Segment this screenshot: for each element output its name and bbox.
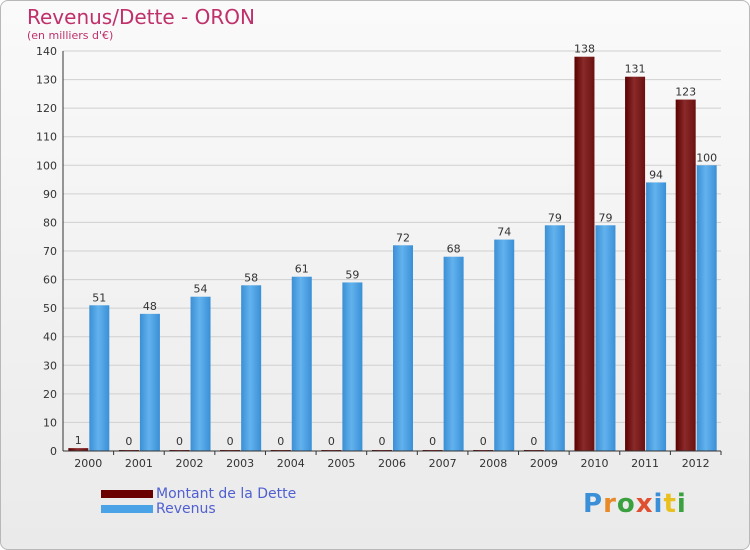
bar-revenus: [696, 165, 717, 452]
value-label-revenus: 58: [244, 271, 258, 284]
value-label-revenus: 100: [696, 151, 717, 164]
value-label-dette: 123: [675, 86, 696, 99]
value-label-revenus: 72: [396, 231, 410, 244]
logo-letter: t: [663, 489, 677, 519]
value-label-dette: 0: [480, 435, 487, 448]
bar-revenus: [494, 239, 515, 451]
bar-dette: [68, 448, 89, 451]
value-label-dette: 0: [429, 435, 436, 448]
y-tick-label: 140: [36, 45, 57, 58]
logo-letter: P: [583, 489, 604, 519]
bar-revenus: [393, 245, 413, 451]
value-label-dette: 138: [574, 43, 595, 56]
chart-title: Revenus/Dette - ORON: [27, 5, 255, 29]
x-tick-label: 2001: [125, 457, 153, 470]
value-label-dette: 1: [75, 434, 82, 447]
bar-revenus: [241, 285, 262, 451]
grid-lines: [63, 50, 721, 452]
y-tick-label: 50: [43, 302, 57, 315]
x-tick-label: 2009: [530, 457, 558, 470]
y-tick-label: 130: [36, 74, 57, 87]
value-label-revenus: 61: [295, 263, 309, 276]
y-tick-label: 30: [43, 359, 57, 372]
value-label-revenus: 79: [548, 211, 562, 224]
value-labels: 1 51 0 48 0 54 0 58 0 61 0 59 0 72 0 68 0 74 0 79 138 79 131 94…: [75, 43, 717, 448]
bar-revenus: [190, 296, 211, 451]
value-label-revenus: 94: [649, 168, 663, 181]
x-tick-label: 2000: [74, 457, 102, 470]
bar-dette: [574, 56, 595, 451]
y-tick-label: 10: [43, 416, 57, 429]
bar-revenus: [595, 225, 616, 451]
value-label-revenus: 51: [92, 291, 106, 304]
logo-letter: o: [616, 489, 636, 519]
x-tick-label: 2012: [682, 457, 710, 470]
value-label-revenus: 59: [345, 268, 359, 281]
y-tick-label: 100: [36, 159, 57, 172]
y-tick-label: 20: [43, 388, 57, 401]
value-label-dette: 131: [625, 63, 646, 76]
x-tick-label: 2004: [277, 457, 305, 470]
bar-revenus: [342, 282, 363, 451]
value-label-revenus: 68: [447, 243, 461, 256]
y-tick-label: 110: [36, 131, 57, 144]
bars: [68, 56, 717, 452]
y-tick-label: 0: [50, 445, 57, 458]
proxiti-logo: Proxiti: [583, 489, 687, 519]
bar-revenus: [443, 256, 464, 451]
x-tick-label: 2005: [327, 457, 355, 470]
logo-letter: r: [603, 489, 617, 519]
value-label-revenus: 79: [598, 211, 612, 224]
logo-letter: i: [653, 489, 664, 519]
value-label-dette: 0: [125, 435, 132, 448]
value-label-revenus: 54: [194, 283, 208, 296]
y-tick-label: 70: [43, 245, 57, 258]
x-tick-label: 2010: [580, 457, 608, 470]
bar-revenus: [646, 182, 667, 451]
value-label-dette: 0: [277, 435, 284, 448]
bar-revenus: [544, 225, 565, 451]
x-tick-label: 2002: [176, 457, 204, 470]
value-label-dette: 0: [379, 435, 386, 448]
x-tick-label: 2006: [378, 457, 406, 470]
legend-swatch-revenus: [101, 505, 153, 513]
bar-dette: [675, 99, 696, 452]
bar-revenus: [139, 313, 160, 451]
y-tick-label: 90: [43, 188, 57, 201]
value-label-dette: 0: [176, 435, 183, 448]
x-tick-label: 2011: [631, 457, 659, 470]
x-tick-label: 2007: [429, 457, 457, 470]
logo-letter: i: [676, 489, 687, 519]
chart-subtitle: (en milliers d'€): [27, 29, 114, 42]
bar-revenus: [291, 276, 312, 451]
value-label-dette: 0: [328, 435, 335, 448]
bar-dette: [625, 76, 646, 451]
value-label-revenus: 74: [497, 226, 511, 239]
y-tick-label: 80: [43, 216, 57, 229]
x-tick-label: 2008: [479, 457, 507, 470]
legend-label-dette: Montant de la Dette: [156, 486, 297, 502]
x-tick-label: 2003: [226, 457, 254, 470]
logo-letter: x: [635, 489, 654, 519]
legend-label-revenus: Revenus: [156, 501, 216, 517]
value-label-dette: 0: [227, 435, 234, 448]
y-tick-label: 60: [43, 274, 57, 287]
bar-revenus: [89, 305, 110, 451]
value-label-revenus: 48: [143, 300, 157, 313]
value-label-dette: 0: [530, 435, 537, 448]
y-tick-label: 120: [36, 102, 57, 115]
legend-swatch-dette: [101, 490, 153, 498]
y-tick-label: 40: [43, 331, 57, 344]
